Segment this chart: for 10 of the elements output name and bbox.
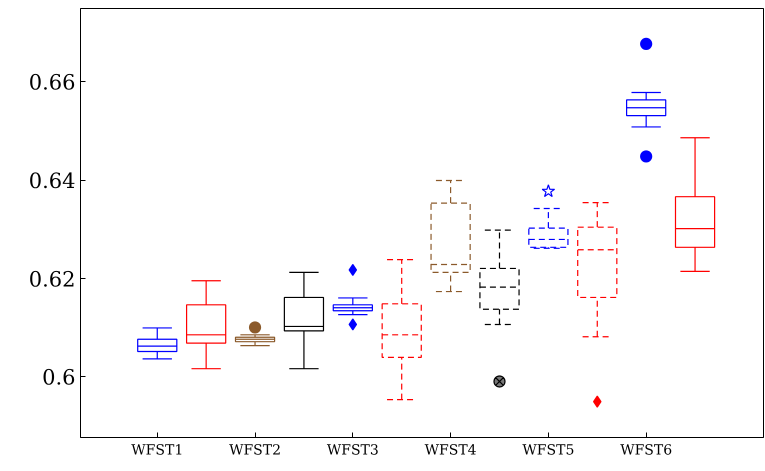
y-tick-label: 0.6 <box>42 366 76 390</box>
x-tick-label: WFST1 <box>131 442 184 458</box>
y-tick-label: 0.64 <box>28 169 76 193</box>
x-tick-label: WFST6 <box>620 442 672 458</box>
y-tick-label: 0.62 <box>28 267 76 292</box>
x-tick-label: WFST5 <box>522 442 574 458</box>
x-tick-label: WFST3 <box>326 442 379 458</box>
y-tick-label: 0.66 <box>28 70 76 95</box>
x-tick-label: WFST2 <box>229 442 282 458</box>
x-tick-label: WFST4 <box>424 442 477 458</box>
